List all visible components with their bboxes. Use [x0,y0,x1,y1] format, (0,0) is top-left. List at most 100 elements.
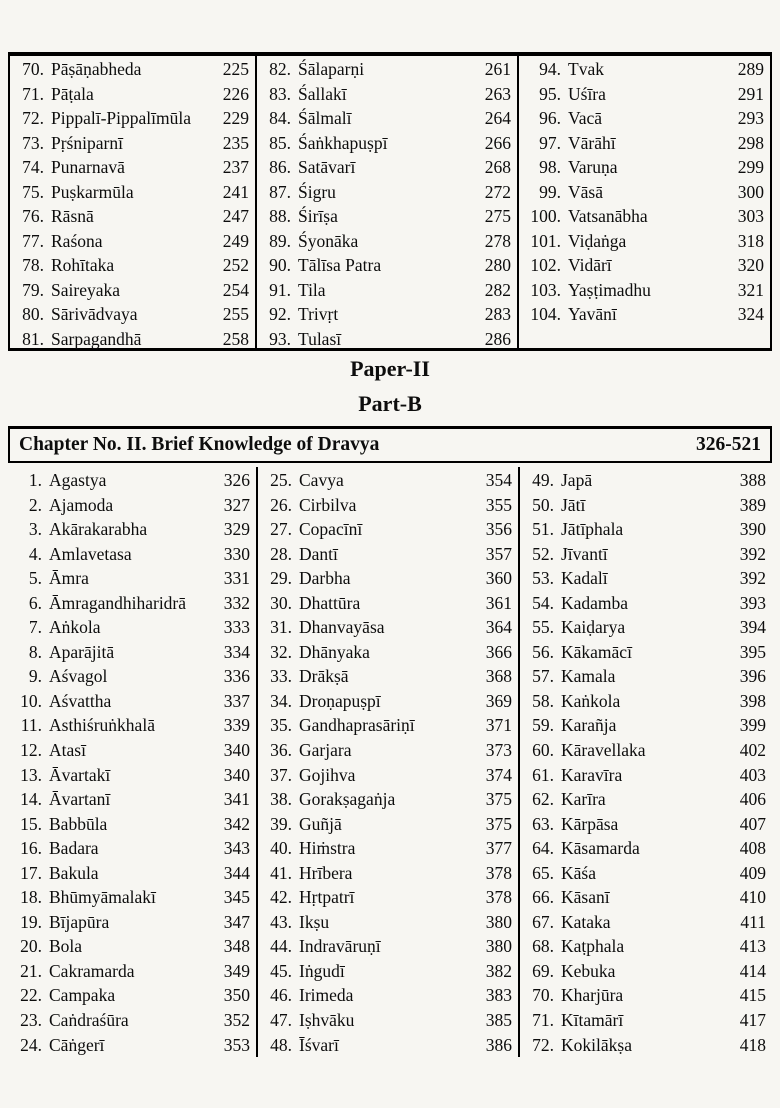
entry-number: 103. [530,279,561,300]
entry-name: Garjara [299,740,352,761]
entry-page-number: 289 [737,59,764,79]
index-row: 83. Śallakī 263 [257,82,517,107]
entry-page-number: 360 [485,568,512,589]
entry-name: Kataka [561,911,611,932]
top-index-column-3: 94. Tvak 289 95. Uśīra 291 96. Vacā 293 97. Vārāhī… [519,56,770,348]
entry-number: 24. [20,1034,42,1055]
index-row: 43. Ikṣu 380 [258,910,518,935]
entry-number: 6. [28,592,42,613]
entry-number: 96. [539,108,561,129]
index-row: 22. Campaka 350 [8,983,256,1008]
entry-page-number: 226 [222,83,249,104]
entry-page-number: 399 [739,715,766,736]
entry-name: Rāsnā [51,206,94,227]
entry-page-number: 235 [222,132,249,153]
index-row: 75. Puṣkarmūla 241 [10,180,255,205]
index-row: 36. Garjara 373 [258,738,518,763]
entry-name: Gorakṣagaṅja [299,789,396,810]
entry-name: Kharjūra [561,985,624,1006]
entry-page-number: 410 [739,887,766,908]
entry-page-number: 411 [740,911,766,932]
index-row: 24. Cāṅgerī 353 [8,1033,256,1058]
entry-number: 20. [20,936,42,957]
index-row: 87. Śigru 272 [257,180,517,205]
entry-name: Atasī [49,740,86,761]
entry-page-number: 396 [739,666,766,687]
entry-page-number: 324 [737,304,764,325]
entry-page-number: 354 [485,470,512,490]
entry-page-number: 366 [485,641,512,662]
entry-name: Kāsanī [561,887,610,908]
index-row: 6. Āmragandhiharidrā 332 [8,591,256,616]
entry-page-number: 266 [484,132,511,153]
entry-number: 58. [532,690,554,711]
entry-name: Cāṅgerī [49,1034,105,1055]
entry-name: Puṣkarmūla [51,181,134,202]
entry-name: Viḍaṅga [568,230,627,251]
entry-page-number: 371 [485,715,512,736]
entry-page-number: 341 [223,789,250,810]
entry-name: Droṇapuṣpī [299,690,381,711]
entry-page-number: 303 [737,206,764,227]
entry-name: Āvartanī [49,789,111,810]
index-row: 64. Kāsamarda 408 [520,836,772,861]
entry-name: Karavīra [561,764,623,785]
index-row: 10. Aśvattha 337 [8,689,256,714]
index-row: 20. Bola 348 [8,934,256,959]
entry-number: 98. [539,157,561,178]
entry-number: 88. [269,206,291,227]
index-row: 51. Jātīphala 390 [520,517,772,542]
entry-page-number: 331 [223,568,250,589]
entry-page-number: 356 [485,519,512,540]
entry-number: 72. [22,108,44,129]
entry-number: 81. [22,329,44,350]
entry-name: Kītamārī [561,1010,624,1031]
index-row: 50. Jātī 389 [520,493,772,518]
entry-number: 3. [28,519,42,540]
entry-name: Śālaparṇi [298,59,365,79]
entry-name: Bhūmyāmalakī [49,887,156,908]
entry-name: Babbūla [49,813,108,834]
index-row: 77. Raśona 249 [10,229,255,254]
entry-name: Śigru [298,181,336,202]
entry-number: 79. [22,279,44,300]
index-row: 52. Jīvantī 392 [520,542,772,567]
index-row: 55. Kaiḍarya 394 [520,615,772,640]
entry-number: 2. [28,494,42,515]
index-row: 8. Aparājitā 334 [8,640,256,665]
entry-number: 5. [28,568,42,589]
entry-page-number: 300 [737,181,764,202]
entry-number: 55. [532,617,554,638]
entry-page-number: 291 [737,83,764,104]
entry-name: Saireyaka [51,279,120,300]
entry-number: 83. [269,83,291,104]
index-row: 2. Ajamoda 327 [8,493,256,518]
entry-name: Tālīsa Patra [298,255,382,276]
entry-page-number: 357 [485,543,512,564]
entry-name: Hṛtpatrī [299,887,355,908]
index-row: 25. Cavya 354 [258,468,518,493]
entry-number: 99. [539,181,561,202]
index-row: 82. Śālaparṇi 261 [257,57,517,82]
entry-page-number: 403 [739,764,766,785]
entry-page-number: 298 [737,132,764,153]
entry-name: Pāṭala [51,83,94,104]
entry-number: 18. [20,887,42,908]
entry-name: Uśīra [568,83,606,104]
entry-number: 75. [22,181,44,202]
entry-page-number: 398 [739,690,766,711]
entry-number: 12. [20,740,42,761]
entry-page-number: 374 [485,764,512,785]
top-index-column-1: 70. Pāṣāṇabheda 225 71. Pāṭala 226 72. Pippalī-… [10,56,257,349]
entry-page-number: 327 [223,494,250,515]
entry-number: 23. [20,1010,42,1031]
entry-page-number: 321 [737,279,764,300]
index-row: 45. Iṅgudī 382 [258,959,518,984]
entry-page-number: 249 [222,230,249,251]
index-row: 62. Karīra 406 [520,787,772,812]
entry-page-number: 229 [222,108,249,129]
entry-page-number: 258 [222,329,249,350]
index-row: 30. Dhattūra 361 [258,591,518,616]
chapter-index-column-3: 49. Japā 388 50. Jātī 389 51. Jātīphala 390 52. Jī… [520,467,772,1057]
index-row: 89. Śyonāka 278 [257,229,517,254]
